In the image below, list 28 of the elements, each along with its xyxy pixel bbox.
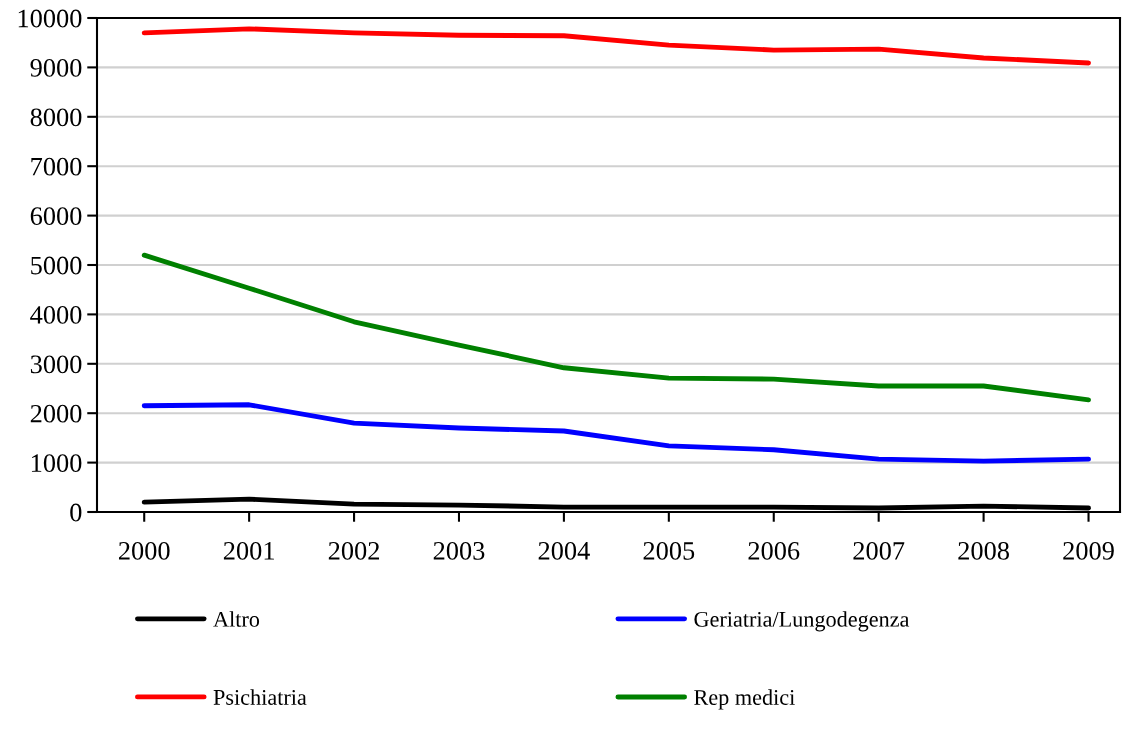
x-tick-label: 2006 xyxy=(748,541,800,560)
y-tick-label: 2000 xyxy=(30,404,82,423)
y-tick-label: 6000 xyxy=(30,207,82,226)
legend-label: Altro xyxy=(213,611,260,627)
x-tick-label: 2005 xyxy=(643,541,695,560)
y-tick-label: 9000 xyxy=(30,59,82,77)
legend-label: Rep medici xyxy=(694,689,795,710)
line-series xyxy=(141,252,1091,403)
x-tick-label: 2003 xyxy=(433,541,485,560)
line-series xyxy=(141,402,1091,464)
x-tick-label: 2008 xyxy=(958,541,1009,560)
x-tick-label: 2009 xyxy=(1063,541,1114,560)
x-tick-label: 2002 xyxy=(328,541,379,560)
line-series xyxy=(141,26,1091,66)
legend-label: Psichiatria xyxy=(213,689,307,705)
x-tick-label: 2007 xyxy=(853,541,905,560)
y-tick-label: 1000 xyxy=(31,454,82,473)
y-tick-label: 0 xyxy=(70,503,82,522)
legend-label: Geriatria/Lungodegenza xyxy=(694,611,910,632)
y-tick-label: 5000 xyxy=(31,256,82,275)
y-tick-label: 8000 xyxy=(30,108,82,127)
y-tick-label: 10000 xyxy=(18,9,82,28)
y-tick-label: 3000 xyxy=(30,355,82,374)
x-tick-label: 2004 xyxy=(538,541,590,560)
x-tick-label: 2001 xyxy=(223,541,274,560)
y-tick-label: 7000 xyxy=(31,157,82,176)
y-tick-label: 4000 xyxy=(30,306,82,324)
x-tick-label: 2000 xyxy=(118,541,170,560)
